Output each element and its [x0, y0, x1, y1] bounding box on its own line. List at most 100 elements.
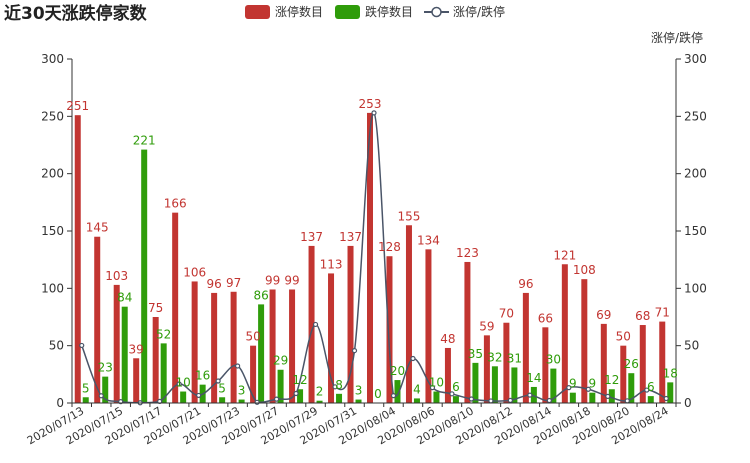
bar-up[interactable]: [113, 284, 120, 403]
legend-item-down[interactable]: 跌停数目: [335, 4, 413, 19]
bar-up[interactable]: [425, 249, 432, 403]
bar-up[interactable]: [211, 292, 218, 403]
bar-down[interactable]: [160, 343, 167, 403]
ratio-point[interactable]: [371, 110, 377, 116]
ratio-point[interactable]: [215, 378, 221, 384]
bar-up[interactable]: [230, 291, 237, 403]
bar-up[interactable]: [367, 112, 373, 403]
bar-up[interactable]: [269, 289, 276, 403]
ratio-point[interactable]: [254, 399, 260, 405]
bar-down[interactable]: [491, 366, 498, 403]
bar-down[interactable]: [316, 400, 323, 403]
ratio-point[interactable]: [235, 363, 241, 369]
bar-up[interactable]: [542, 327, 549, 403]
ratio-point[interactable]: [293, 390, 299, 397]
bar-up[interactable]: [561, 264, 568, 403]
ratio-point[interactable]: [98, 393, 104, 399]
bar-up[interactable]: [639, 325, 646, 403]
bar-up[interactable]: [250, 345, 257, 403]
ratio-point[interactable]: [449, 391, 455, 397]
bar-up[interactable]: [172, 212, 179, 403]
bar-up[interactable]: [386, 256, 393, 403]
ratio-point[interactable]: [507, 397, 513, 403]
ratio-point[interactable]: [663, 395, 669, 402]
bar-up[interactable]: [289, 289, 296, 403]
ratio-point[interactable]: [429, 385, 436, 391]
bar-up[interactable]: [74, 115, 81, 403]
bar-up[interactable]: [503, 322, 510, 403]
bar-up[interactable]: [405, 225, 412, 403]
legend[interactable]: 涨停数目 跌停数目 涨停/跌停: [245, 4, 505, 19]
bar-down[interactable]: [472, 362, 479, 403]
bar-up[interactable]: [444, 347, 451, 403]
bar-down[interactable]: [511, 367, 518, 403]
legend-item-up[interactable]: 涨停数目: [245, 4, 323, 19]
bar-up[interactable]: [522, 292, 529, 403]
bar-up-label: 137: [300, 230, 323, 244]
bar-up[interactable]: [581, 279, 588, 403]
ratio-point[interactable]: [605, 393, 611, 399]
bar-up[interactable]: [483, 335, 490, 403]
bar-down[interactable]: [336, 393, 343, 403]
bar-up[interactable]: [94, 236, 101, 403]
bar-down[interactable]: [219, 397, 226, 403]
bar-up[interactable]: [464, 261, 471, 403]
bar-up[interactable]: [191, 281, 198, 403]
ratio-point[interactable]: [624, 398, 630, 404]
bar-up[interactable]: [152, 317, 159, 403]
bar-down[interactable]: [667, 382, 674, 403]
ratio-point[interactable]: [312, 321, 319, 328]
bar-down[interactable]: [238, 399, 245, 403]
ratio-point[interactable]: [79, 342, 85, 349]
ratio-point[interactable]: [332, 384, 338, 390]
bar-up[interactable]: [328, 273, 335, 403]
ratio-point[interactable]: [585, 386, 591, 392]
bar-down[interactable]: [258, 304, 265, 403]
legend-item-ratio[interactable]: 涨停/跌停: [424, 4, 505, 19]
ratio-point[interactable]: [488, 398, 494, 404]
ratio-point[interactable]: [196, 392, 202, 399]
bar-up[interactable]: [600, 323, 607, 403]
legend-label-down: 跌停数目: [365, 4, 413, 19]
bar-down[interactable]: [121, 306, 128, 403]
bar-up-label: 97: [226, 276, 241, 290]
bar-down[interactable]: [297, 389, 304, 403]
ratio-point[interactable]: [176, 381, 182, 387]
bar-down[interactable]: [394, 380, 401, 403]
ratio-point[interactable]: [273, 396, 280, 402]
bar-down[interactable]: [550, 368, 557, 403]
bar-up[interactable]: [308, 245, 315, 403]
bar-down[interactable]: [277, 369, 284, 403]
bar-up-label: 253: [359, 97, 382, 111]
bar-down[interactable]: [569, 392, 576, 403]
bar-down[interactable]: [413, 398, 420, 403]
bar-up[interactable]: [347, 245, 354, 403]
bar-down[interactable]: [180, 391, 187, 403]
bar-down[interactable]: [102, 376, 109, 403]
ratio-point[interactable]: [644, 387, 650, 393]
bar-down[interactable]: [82, 397, 89, 403]
bar-down[interactable]: [608, 389, 615, 403]
ratio-point[interactable]: [546, 397, 552, 404]
bar-up-label: 48: [440, 332, 455, 346]
ratio-point[interactable]: [566, 385, 572, 391]
bar-up[interactable]: [620, 345, 627, 403]
bar-down[interactable]: [589, 392, 596, 403]
ratio-point[interactable]: [527, 392, 533, 398]
bar-down[interactable]: [141, 149, 148, 403]
ratio-point[interactable]: [390, 393, 397, 399]
bar-down-label: 3: [238, 384, 246, 398]
bar-up[interactable]: [133, 358, 140, 403]
bar-down[interactable]: [355, 399, 362, 403]
bar-up-label: 108: [573, 263, 596, 277]
ratio-point[interactable]: [468, 396, 475, 402]
bar-down[interactable]: [647, 396, 654, 403]
bar-down[interactable]: [452, 396, 459, 403]
bar-down[interactable]: [530, 386, 537, 403]
bar-down[interactable]: [628, 373, 635, 403]
bar-down[interactable]: [433, 391, 440, 403]
bar-up-label: 96: [206, 277, 221, 291]
bar-up[interactable]: [659, 321, 666, 403]
ratio-point[interactable]: [410, 355, 416, 362]
ratio-point[interactable]: [351, 347, 358, 354]
